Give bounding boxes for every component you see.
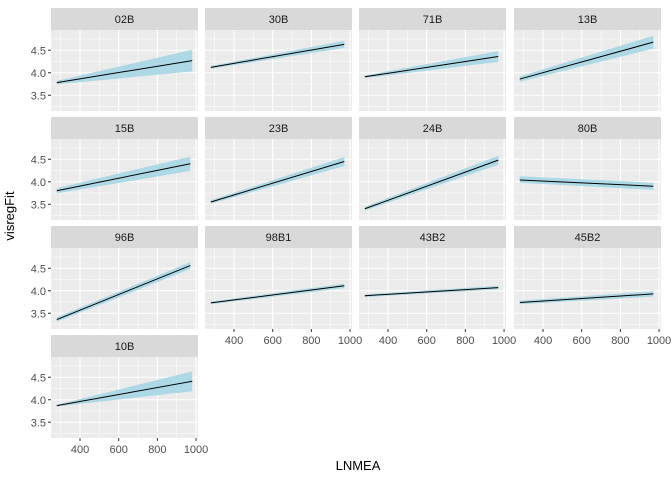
panel-15b-title: 15B <box>115 123 135 135</box>
panel-45b2-strip <box>514 226 661 248</box>
panel-30b-title: 30B <box>269 14 289 26</box>
panel-45b2-fit-line <box>519 293 654 303</box>
panel-10b-x-tick-label: 1000 <box>184 444 208 456</box>
panel-96b-fit-line <box>56 265 191 321</box>
panel-71b-strip <box>359 8 506 30</box>
panel-23b-title: 23B <box>269 123 289 135</box>
panel-10b-strip <box>51 335 198 357</box>
y-axis-title: visregFit <box>2 191 17 241</box>
panel-71b-background <box>359 30 506 111</box>
panel-15b-y-tick-label: 4.0 <box>31 177 46 189</box>
panel-23b-strip <box>205 117 352 139</box>
panel-30b-strip <box>205 8 352 30</box>
panel-30b-background <box>205 30 352 111</box>
panel-02b-confidence-band <box>56 49 193 85</box>
panel-98b1-x-tick-label: 800 <box>302 335 320 347</box>
panel-13b-title: 13B <box>578 14 598 26</box>
panel-45b2-x-tick-label: 800 <box>611 335 629 347</box>
panel-71b-fit-line <box>364 56 499 78</box>
panel-43b2-x-tick-label: 1000 <box>492 335 516 347</box>
panel-10b-y-tick-label: 4.0 <box>31 395 46 407</box>
panel-10b-x-tick-label: 400 <box>71 444 89 456</box>
panel-71b-title: 71B <box>423 14 443 26</box>
panel-02b-title: 02B <box>115 14 135 26</box>
panel-10b-confidence-band <box>56 371 193 407</box>
panel-02b-y-tick-label: 3.5 <box>31 90 46 102</box>
panel-43b2-x-tick-label: 400 <box>379 335 397 347</box>
x-axis-title: LNMEA <box>336 458 381 473</box>
panel-15b-fit-line <box>56 163 191 192</box>
panel-96b-strip <box>51 226 198 248</box>
panel-24b-fit-line <box>364 159 499 210</box>
panel-43b2-strip <box>359 226 506 248</box>
panel-15b-y-tick-label: 4.5 <box>31 154 46 166</box>
panel-98b1-x-tick-label: 400 <box>225 335 243 347</box>
panel-10b-title: 10B <box>115 341 135 353</box>
panel-24b-title: 24B <box>423 123 443 135</box>
panel-13b-strip <box>514 8 661 30</box>
panel-10b-x-tick-label: 600 <box>110 444 128 456</box>
panel-02b-y-tick-label: 4.0 <box>31 68 46 80</box>
panel-02b-fit-line <box>56 60 193 84</box>
panel-43b2-x-tick-label: 600 <box>418 335 436 347</box>
panel-45b2-title: 45B2 <box>575 232 601 244</box>
panel-02b-strip <box>51 8 198 30</box>
panel-96b-y-tick-label: 4.5 <box>31 263 46 275</box>
panel-96b-title: 96B <box>115 232 135 244</box>
panel-80b-fit-line <box>519 179 654 187</box>
panel-24b-strip <box>359 117 506 139</box>
panel-23b-fit-line <box>210 161 345 203</box>
panel-80b-strip <box>514 117 661 139</box>
panel-13b-fit-line <box>519 41 654 80</box>
panel-10b-fit-line <box>56 380 193 407</box>
panel-30b-fit-line <box>210 43 345 68</box>
panel-98b1-strip <box>205 226 352 248</box>
panel-96b-y-tick-label: 3.5 <box>31 308 46 320</box>
panel-80b-title: 80B <box>578 123 598 135</box>
panel-02b-y-tick-label: 4.5 <box>31 45 46 57</box>
panel-43b2-title: 43B2 <box>420 232 446 244</box>
panel-43b2-x-tick-label: 800 <box>456 335 474 347</box>
panel-98b1-fit-line <box>210 285 345 304</box>
panel-45b2-x-tick-label: 600 <box>573 335 591 347</box>
panel-45b2-x-tick-label: 1000 <box>647 335 671 347</box>
panel-96b-y-tick-label: 4.0 <box>31 286 46 298</box>
panel-10b-x-tick-label: 800 <box>148 444 166 456</box>
panel-96b-background <box>51 248 198 329</box>
panel-45b2-x-tick-label: 400 <box>534 335 552 347</box>
panel-43b2-fit-line <box>364 287 499 297</box>
panel-96b-confidence-band <box>56 262 191 322</box>
panel-45b2-background <box>514 248 661 329</box>
panel-98b1-x-tick-label: 1000 <box>338 335 362 347</box>
panel-15b-strip <box>51 117 198 139</box>
panel-10b-y-tick-label: 3.5 <box>31 417 46 429</box>
panel-98b1-x-tick-label: 600 <box>264 335 282 347</box>
panel-98b1-title: 98B1 <box>266 232 292 244</box>
panel-24b-background <box>359 139 506 220</box>
panel-15b-y-tick-label: 3.5 <box>31 199 46 211</box>
panel-10b-y-tick-label: 4.5 <box>31 372 46 384</box>
